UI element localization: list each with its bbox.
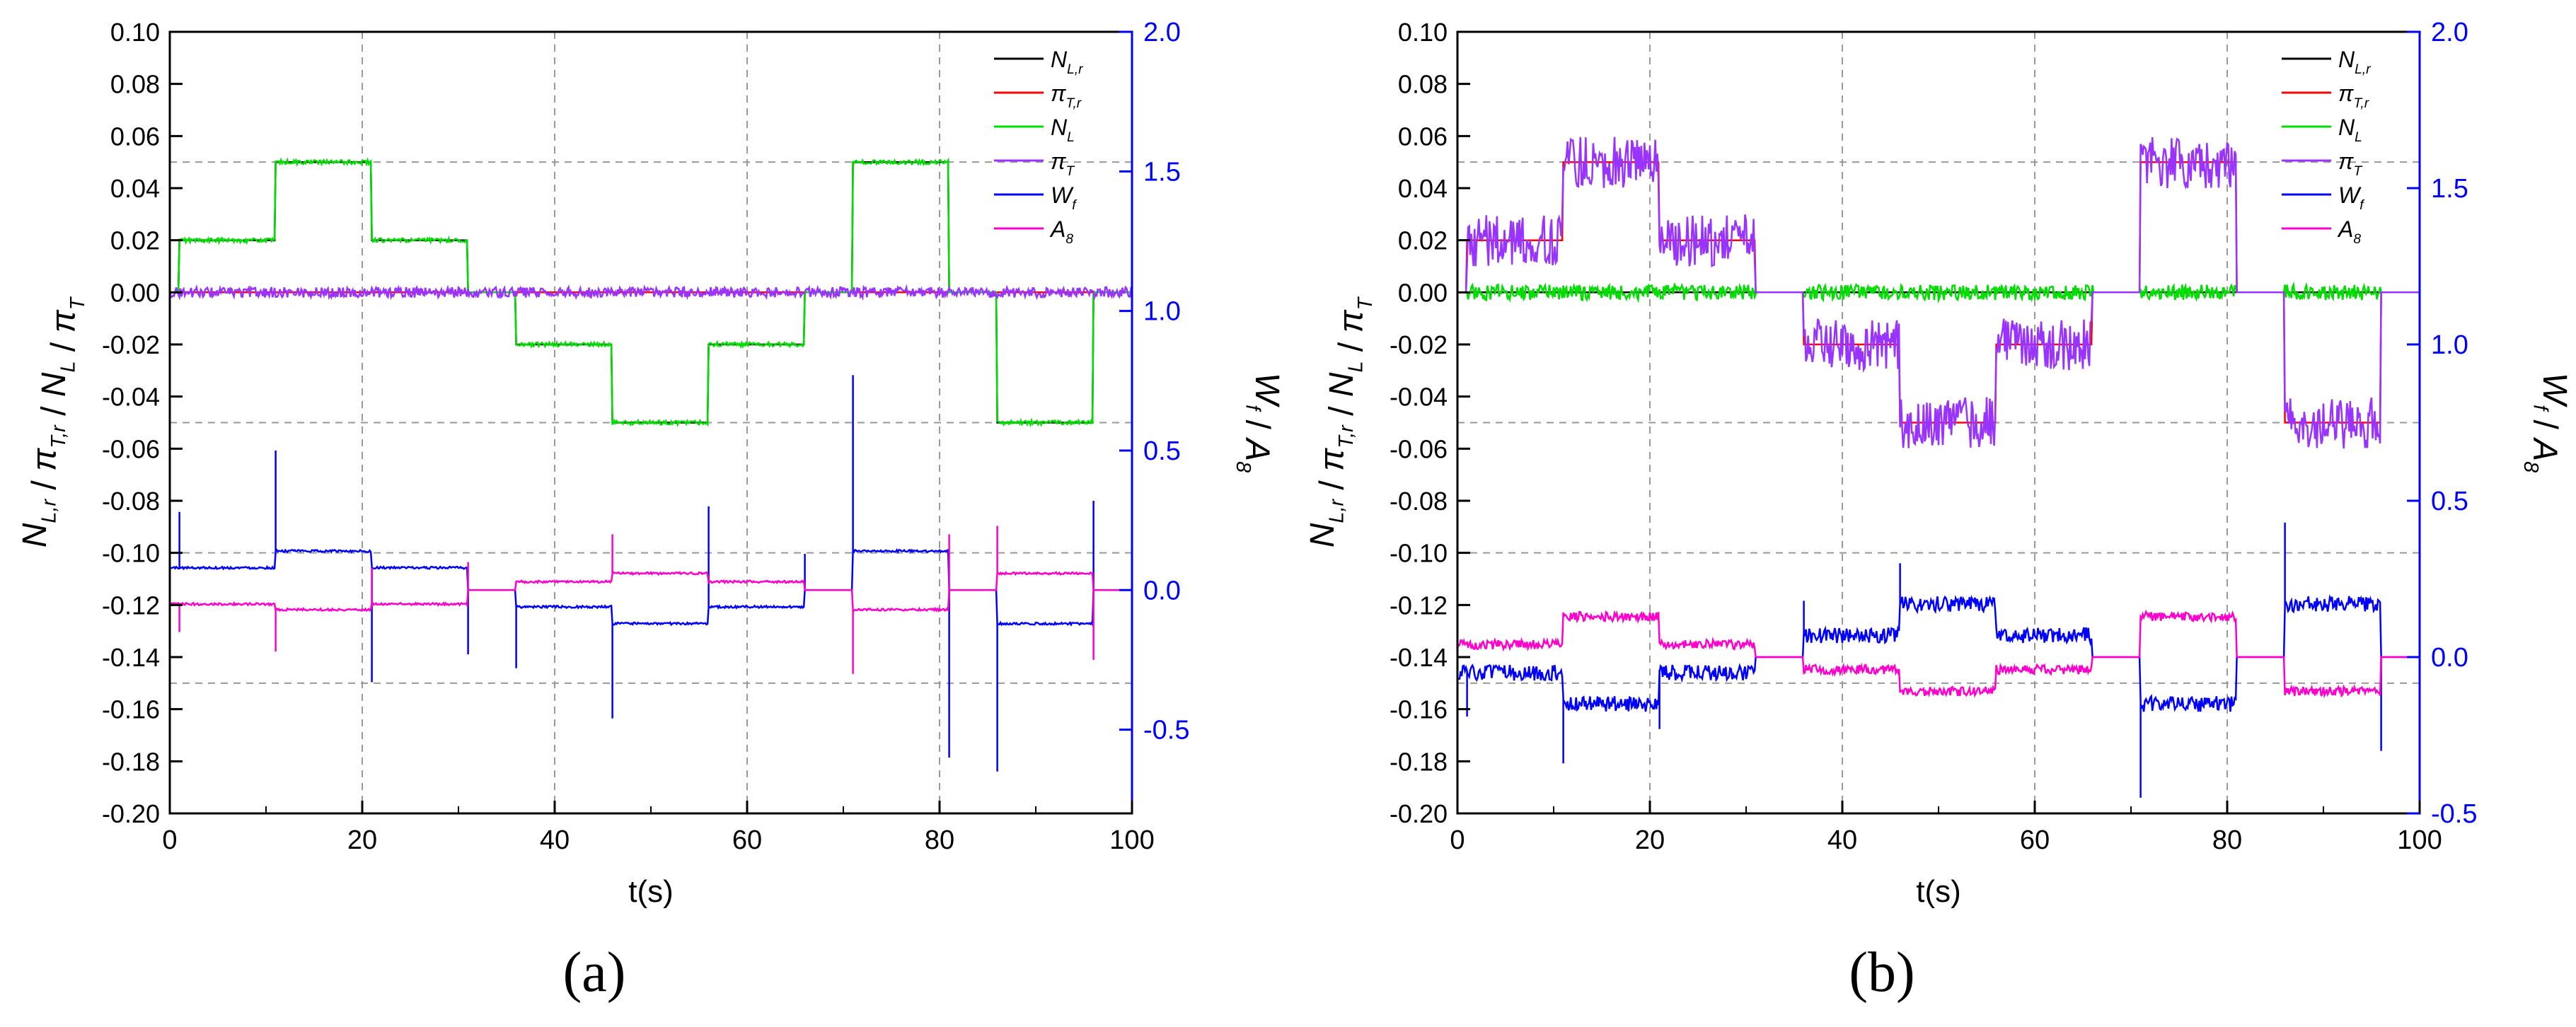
chart-panel-a: 0 20 40 60 80 100 t(s) 0.10 0.08 0.06 0.04 0.02 0.00… bbox=[16, 18, 1286, 1004]
y-tick-label-left: -0.14 bbox=[102, 643, 160, 672]
y-tick-label-left: -0.04 bbox=[102, 383, 160, 412]
y-tick-label-left: 0.08 bbox=[1398, 70, 1448, 99]
y-tick-label-right: 2.0 bbox=[2431, 18, 2468, 47]
series-line-a8 bbox=[1456, 610, 2420, 699]
y-axis-left: 0.10 0.08 0.06 0.04 0.02 0.00 -0.02 -0.04 -0.06 -… bbox=[16, 18, 183, 828]
x-tick-label: 0 bbox=[1450, 825, 1465, 855]
y-tick-label-left: -0.02 bbox=[102, 330, 160, 359]
x-tick-label: 40 bbox=[1827, 825, 1857, 855]
y-tick-label-left: 0.00 bbox=[110, 278, 160, 307]
y-tick-label-left: 0.00 bbox=[1398, 278, 1448, 307]
legend-label: NL,r bbox=[1051, 47, 1084, 77]
y-tick-label-left: 0.10 bbox=[1398, 18, 1448, 47]
y-axis-label-left: NL,r / πT,r / NL / πT bbox=[16, 296, 89, 547]
y-tick-label-left: 0.04 bbox=[1398, 174, 1448, 203]
chart-a-svg: 0 20 40 60 80 100t(s)0.100.080.060.040.020.00… bbox=[16, 18, 1286, 909]
y-tick-label-left: -0.18 bbox=[1390, 747, 1448, 776]
y-tick-label-left: -0.14 bbox=[1390, 643, 1448, 672]
x-tick-label: 20 bbox=[347, 825, 377, 855]
y-tick-label-left: -0.10 bbox=[102, 539, 160, 568]
x-tick-label: 80 bbox=[925, 825, 954, 855]
x-tick-label: 100 bbox=[2397, 825, 2442, 855]
y-axis-left: 0.10 0.08 0.06 0.04 0.02 0.00 -0.02 -0.04 -0.06 -… bbox=[1304, 18, 1470, 828]
x-tick-label: 20 bbox=[1635, 825, 1665, 855]
panel-label-a: (a) bbox=[562, 941, 626, 1004]
legend-label: Wf bbox=[2338, 182, 2364, 213]
y-tick-label-left: 0.10 bbox=[110, 18, 160, 47]
y-tick-label-left: -0.20 bbox=[1390, 799, 1448, 828]
y-tick-label-right: 1.0 bbox=[2431, 330, 2468, 360]
panel-label-b: (b) bbox=[1849, 941, 1915, 1004]
series-line-t bbox=[168, 284, 1133, 301]
legend-label: πT bbox=[1051, 149, 1075, 179]
y-tick-label-left: -0.10 bbox=[1390, 539, 1448, 568]
x-axis: 0 20 40 60 80 100 t(s) bbox=[162, 801, 1155, 909]
series-line-wf bbox=[1457, 522, 2420, 798]
x-axis: 0 20 40 60 80 100 t(s) bbox=[1450, 801, 2442, 909]
legend-label: NL,r bbox=[2338, 47, 2372, 77]
y-axis-right: 2.0 1.5 1.0 0.5 0.0 -0.5 Wf / A8 bbox=[2407, 18, 2573, 829]
y-tick-label-right: -0.5 bbox=[2431, 799, 2477, 829]
series-line-t bbox=[1457, 137, 2420, 449]
legend-label: NL bbox=[2338, 115, 2362, 145]
x-tick-label: 40 bbox=[540, 825, 570, 855]
x-tick-label: 60 bbox=[732, 825, 762, 855]
y-tick-label-right: 2.0 bbox=[1143, 18, 1181, 47]
series-group bbox=[1456, 137, 2420, 798]
y-tick-label-left: 0.06 bbox=[1398, 122, 1448, 151]
legend-label: πT bbox=[2338, 149, 2362, 179]
y-tick-label-left: -0.18 bbox=[102, 747, 160, 776]
x-axis-label: t(s) bbox=[1916, 874, 1961, 909]
x-axis-label: t(s) bbox=[628, 874, 674, 909]
y-tick-label-left: -0.16 bbox=[102, 695, 160, 724]
y-tick-label-left: -0.06 bbox=[102, 434, 160, 463]
chart-b-svg: 0 20 40 60 80 100t(s)0.100.080.060.040.020.00… bbox=[1304, 18, 2573, 909]
y-tick-label-left: -0.08 bbox=[102, 487, 160, 516]
y-tick-label-right: -0.5 bbox=[1143, 716, 1189, 745]
y-tick-label-left: -0.12 bbox=[102, 591, 160, 620]
y-tick-label-left: -0.06 bbox=[1390, 434, 1448, 463]
legend-label: NL bbox=[1051, 115, 1075, 145]
legend-label: A8 bbox=[1049, 216, 1073, 247]
legend-label: πT,r bbox=[1051, 81, 1082, 111]
y-tick-label-left: 0.02 bbox=[110, 226, 160, 255]
chart-panel-b: 0 20 40 60 80 100 t(s) 0.10 0.08 0.06 0.04 0.02 0.00… bbox=[1288, 0, 2575, 1027]
x-tick-label: 0 bbox=[162, 825, 177, 855]
y-tick-label-left: -0.20 bbox=[102, 799, 160, 828]
y-tick-label-left: 0.02 bbox=[1398, 226, 1448, 255]
x-tick-label: 60 bbox=[2020, 825, 2050, 855]
legend-label: Wf bbox=[1051, 182, 1077, 213]
y-tick-label-right: 1.0 bbox=[1143, 297, 1181, 327]
y-tick-label-right: 0.0 bbox=[2431, 643, 2468, 673]
y-tick-label-left: -0.16 bbox=[1390, 695, 1448, 724]
y-tick-label-left: -0.12 bbox=[1390, 591, 1448, 620]
y-axis-label-right: Wf / A8 bbox=[2519, 373, 2573, 472]
x-tick-label: 100 bbox=[1109, 825, 1154, 855]
y-tick-label-right: 0.0 bbox=[1143, 576, 1181, 605]
y-axis-right: 2.0 1.5 1.0 0.5 0.0 -0.5 Wf / A8 bbox=[1119, 18, 1286, 745]
legend-label: πT,r bbox=[2338, 81, 2370, 111]
y-tick-label-right: 1.5 bbox=[2431, 174, 2468, 204]
y-axis-label-right: Wf / A8 bbox=[1232, 373, 1286, 472]
x-tick-label: 80 bbox=[2212, 825, 2242, 855]
y-tick-label-left: -0.08 bbox=[1390, 487, 1448, 516]
y-tick-label-left: 0.06 bbox=[110, 122, 160, 151]
y-tick-label-left: 0.04 bbox=[110, 174, 160, 203]
y-tick-label-left: -0.04 bbox=[1390, 383, 1448, 412]
series-line-a8 bbox=[169, 526, 1132, 674]
y-tick-label-right: 0.5 bbox=[2431, 487, 2468, 516]
y-axis-label-left: NL,r / πT,r / NL / πT bbox=[1304, 296, 1377, 547]
y-tick-label-left: -0.02 bbox=[1390, 330, 1448, 359]
y-tick-label-right: 0.5 bbox=[1143, 436, 1181, 466]
series-group bbox=[168, 157, 1133, 772]
y-tick-label-right: 1.5 bbox=[1143, 157, 1181, 187]
legend-label: A8 bbox=[2337, 216, 2361, 247]
y-tick-label-left: 0.08 bbox=[110, 70, 160, 99]
